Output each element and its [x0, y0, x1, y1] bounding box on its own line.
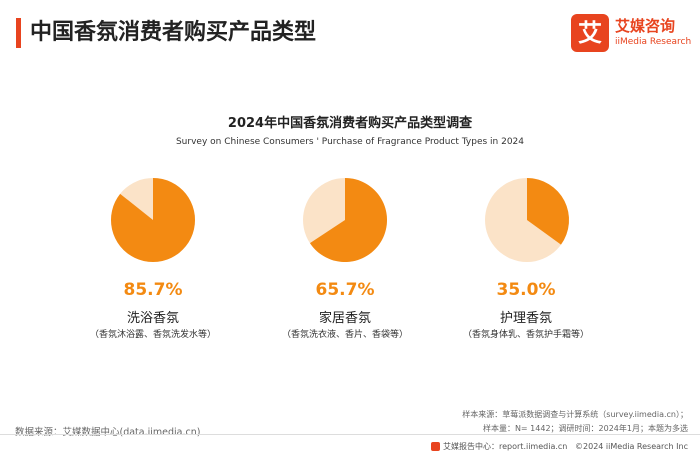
footer-divider	[0, 434, 700, 435]
data-source: 数据来源：艾媒数据中心(data.iimedia.cn)	[15, 427, 201, 438]
pie-value-label: 65.7%	[315, 280, 375, 300]
logo-name-en: iiMedia Research	[615, 37, 692, 47]
category-name: 护理香氛	[499, 311, 552, 326]
logo-name-cn: 艾媒咨询	[615, 17, 676, 35]
pie-value-slice	[111, 178, 195, 262]
pie-value-label: 85.7%	[123, 280, 183, 300]
pie-value-slice	[527, 178, 569, 245]
footer: 艾媒报告中心：report.iimedia.cn ©2024 iiMedia R…	[431, 441, 688, 452]
sample-info: 样本量：N= 1442；调研时间：2024年1月；本题为多选	[482, 424, 688, 433]
report-center-icon	[431, 442, 441, 451]
category-name: 洗浴香氛	[126, 311, 179, 326]
chart-subtitle: Survey on Chinese Consumers ' Purchase o…	[175, 137, 525, 147]
category-description: （香氛身体乳、香氛护手霜等）	[462, 330, 589, 340]
header-accent-bar	[16, 18, 21, 48]
pie-charts	[111, 178, 569, 262]
pie-value-label: 35.0%	[496, 280, 556, 300]
category-description: （香氛洗衣液、香片、香袋等）	[281, 330, 408, 340]
copyright: ©2024 iiMedia Research Inc	[575, 442, 688, 451]
category-description: （香氛沐浴露、香氛洗发水等）	[89, 330, 216, 340]
report-center: 艾媒报告中心：report.iimedia.cn	[443, 442, 568, 451]
chart-title: 2024年中国香氛消费者购买产品类型调查	[227, 116, 473, 131]
sample-source: 样本来源：草莓派数据调查与计算系统（survey.iimedia.cn）；	[462, 410, 688, 419]
page-title: 中国香氛消费者购买产品类型	[30, 20, 317, 45]
pie-value-slice	[309, 178, 387, 262]
logo-mark: 艾	[571, 14, 609, 52]
iimedia-logo: 艾 艾媒咨询 iiMedia Research	[571, 14, 693, 56]
category-name: 家居香氛	[318, 311, 371, 326]
